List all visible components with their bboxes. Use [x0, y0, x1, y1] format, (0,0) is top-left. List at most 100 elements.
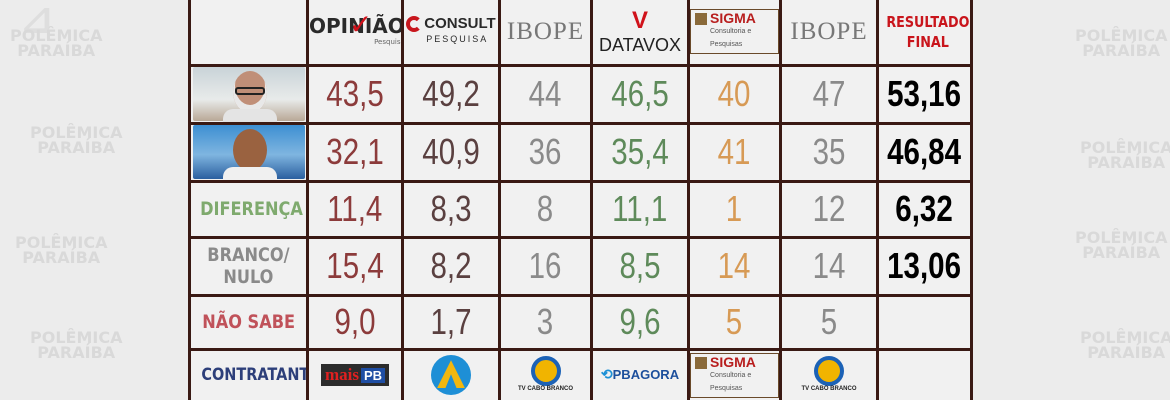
cell-ibope-2: 35 — [779, 121, 879, 183]
poll-value: 43,5 — [326, 73, 384, 114]
watermark-logo: POLÊMICA PARAÍBA — [30, 328, 123, 362]
sigma-logo: SIGMA Consultoria e Pesquisas — [691, 9, 778, 55]
corner-cell — [188, 0, 309, 67]
cell-sigma: 40 — [687, 63, 782, 125]
cell-datavox: 8,5 — [590, 235, 690, 297]
header-datavox: V DATAVOX — [590, 0, 690, 67]
row-label-cell: NÃO SABE — [188, 293, 309, 351]
sigma-logo: SIGMA Consultoria e Pesquisas — [691, 352, 778, 398]
cell-consult: 8,3 — [401, 179, 501, 239]
poll-value: 14 — [812, 245, 846, 286]
header-consult: CONSULT PESQUISA — [401, 0, 501, 67]
branco-nulo-row: BRANCO/NULO 15,4 8,2 16 8,5 14 14 13,06 — [188, 235, 973, 297]
candidate-2-photo — [192, 126, 305, 178]
poll-value: 16 — [529, 245, 562, 286]
poll-value: 15,4 — [326, 245, 384, 286]
cell-consult: 49,2 — [401, 63, 501, 125]
watermark-logo: POLÊMICA PARAÍBA — [1075, 228, 1168, 262]
poll-value: 14 — [718, 245, 751, 286]
contratante-ibope-1: TV CABO BRANCO — [498, 347, 593, 400]
contratante-sigma: SIGMA Consultoria e Pesquisas — [687, 347, 782, 400]
poll-results-table: OPINIÃO ✓ Pesquisa CONSULT PESQUISA IBOPE… — [188, 0, 973, 400]
poll-value: 41 — [718, 131, 751, 172]
cell-datavox: 11,1 — [590, 179, 690, 239]
cell-final: 13,06 — [876, 235, 973, 297]
contratante-ibope-2: TV CABO BRANCO — [779, 347, 879, 400]
header-ibope-1: IBOPE — [498, 0, 593, 67]
contratante-label: CONTRATANTE — [201, 365, 308, 386]
poll-value: 13,06 — [887, 245, 962, 286]
cell-final: 53,16 — [876, 63, 973, 125]
candidate-1-photo-cell — [188, 63, 309, 125]
cell-datavox: 46,5 — [590, 63, 690, 125]
consult-logo: CONSULT PESQUISA — [406, 16, 496, 46]
cell-consult: 8,2 — [401, 235, 501, 297]
watermark-logo: POLÊMICA PARAÍBA — [1080, 138, 1170, 172]
row-label-cell: CONTRATANTE — [188, 347, 309, 400]
row-label-cell: BRANCO/NULO — [188, 235, 309, 297]
cell-opiniao: 11,4 — [306, 179, 404, 239]
cell-opiniao: 43,5 — [306, 63, 404, 125]
opiniao-logo: OPINIÃO ✓ Pesquisa — [309, 8, 403, 47]
cell-datavox: 9,6 — [590, 293, 690, 351]
cell-final: 6,32 — [876, 179, 973, 239]
poll-value: 9,0 — [334, 301, 376, 342]
cell-ibope-2: 12 — [779, 179, 879, 239]
final-result-heading: RESULTADO FINAL — [886, 12, 970, 51]
cell-ibope-1: 36 — [498, 121, 593, 183]
cell-ibope-1: 8 — [498, 179, 593, 239]
branco-nulo-label: BRANCO/NULO — [207, 244, 290, 288]
cell-opiniao: 32,1 — [306, 121, 404, 183]
candidate-1-photo — [192, 68, 305, 120]
cell-opiniao: 9,0 — [306, 293, 404, 351]
poll-value: 35 — [812, 131, 846, 172]
candidate-2-row: 32,1 40,9 36 35,4 41 35 46,84 — [188, 121, 973, 183]
diferenca-label: DIFERENÇA — [200, 198, 303, 220]
header-row: OPINIÃO ✓ Pesquisa CONSULT PESQUISA IBOPE… — [188, 0, 973, 67]
header-final: RESULTADO FINAL — [876, 0, 973, 67]
diferenca-row: DIFERENÇA 11,4 8,3 8 11,1 1 12 6,32 — [188, 179, 973, 239]
poll-value: 8,2 — [430, 245, 472, 286]
poll-value: 8 — [537, 188, 554, 229]
poll-value: 46,5 — [611, 73, 669, 114]
cell-ibope-1: 16 — [498, 235, 593, 297]
contratante-consult — [401, 347, 501, 400]
candidate-1-row: 43,5 49,2 44 46,5 40 47 53,16 — [188, 63, 973, 125]
cell-ibope-2: 14 — [779, 235, 879, 297]
contratante-datavox: ⟲PBAGORA — [590, 347, 690, 400]
tv-cabo-branco-logo: TV CABO BRANCO — [802, 355, 857, 392]
header-sigma: SIGMA Consultoria e Pesquisas — [687, 0, 782, 67]
ibope-logo: IBOPE — [506, 17, 585, 45]
cell-sigma: 14 — [687, 235, 782, 297]
tv-arapuan-logo — [428, 355, 474, 396]
poll-value: 1,7 — [430, 301, 472, 342]
contratante-final — [876, 347, 973, 400]
poll-value: 12 — [812, 188, 846, 229]
cell-opiniao: 15,4 — [306, 235, 404, 297]
cell-sigma: 5 — [687, 293, 782, 351]
poll-value: 1 — [726, 188, 743, 229]
watermark-logo: ⊿ — [20, 0, 54, 43]
poll-value: 9,6 — [619, 301, 661, 342]
poll-value: 5 — [820, 301, 838, 342]
cell-consult: 1,7 — [401, 293, 501, 351]
contratante-opiniao: mais PB — [306, 347, 404, 400]
contratante-row: CONTRATANTE mais PB TV CABO BRANCO ⟲PBAGO… — [188, 347, 973, 400]
poll-value: 11,1 — [612, 188, 668, 229]
watermark-logo: POLÊMICA PARAÍBA — [1080, 328, 1170, 362]
tv-cabo-branco-logo: TV CABO BRANCO — [518, 355, 573, 392]
poll-value: 40,9 — [422, 131, 480, 172]
pbagora-logo: ⟲PBAGORA — [600, 366, 680, 383]
poll-value: 53,16 — [887, 73, 962, 114]
poll-value: 47 — [812, 73, 846, 114]
cell-consult: 40,9 — [401, 121, 501, 183]
poll-value: 49,2 — [422, 73, 480, 114]
poll-value: 11,4 — [327, 188, 383, 229]
poll-value: 8,5 — [619, 245, 661, 286]
cell-sigma: 1 — [687, 179, 782, 239]
cell-sigma: 41 — [687, 121, 782, 183]
maispb-logo: mais PB — [320, 364, 390, 387]
datavox-logo: V DATAVOX — [598, 7, 681, 56]
cell-ibope-1: 3 — [498, 293, 593, 351]
poll-value: 3 — [537, 301, 554, 342]
